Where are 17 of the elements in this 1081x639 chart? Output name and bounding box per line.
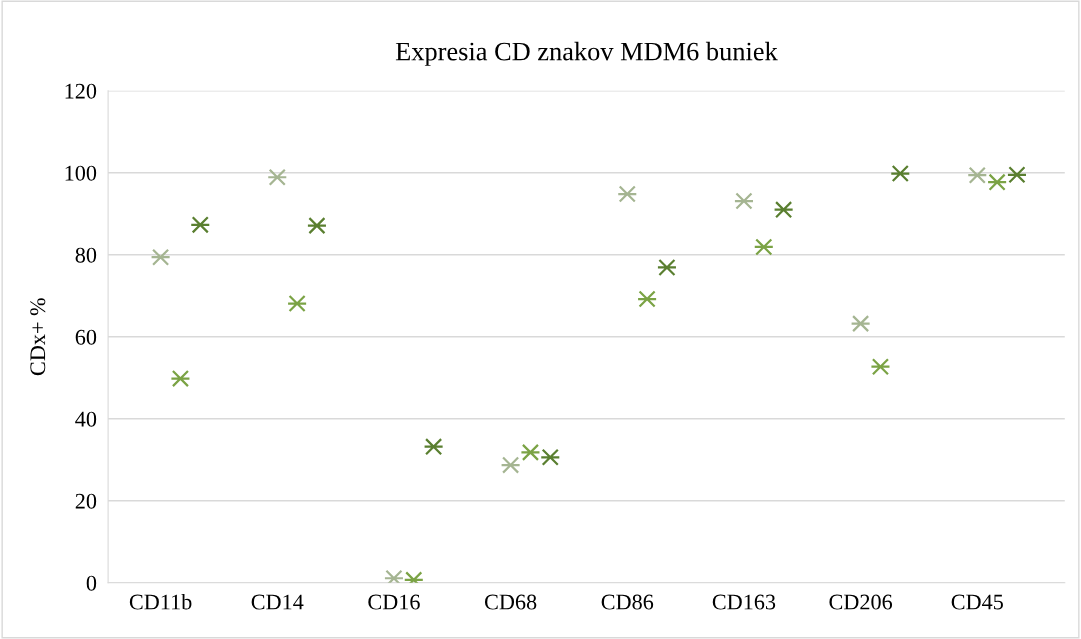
chart-title: Expresia CD znakov MDM6 buniek: [395, 41, 778, 66]
y-tick-label: 80: [75, 247, 97, 263]
x-tick-label: CD14: [251, 594, 304, 610]
y-tick-label: 0: [86, 575, 97, 591]
y-tick-label: 60: [75, 329, 97, 345]
x-tick-label: CD206: [829, 594, 893, 610]
y-tick-label: 120: [65, 83, 97, 99]
y-tick-label: 20: [75, 493, 97, 509]
y-axis-title: CDx+ %: [30, 298, 46, 376]
x-tick-label: CD163: [712, 594, 776, 610]
x-tick-label: CD16: [368, 594, 420, 610]
x-tick-label: CD86: [601, 594, 654, 610]
x-tick-label: CD68: [484, 594, 537, 610]
x-tick-label: CD45: [951, 594, 1003, 610]
y-tick-label: 100: [65, 165, 97, 181]
x-tick-label: CD11b: [129, 593, 192, 610]
y-tick-label: 40: [75, 411, 97, 427]
